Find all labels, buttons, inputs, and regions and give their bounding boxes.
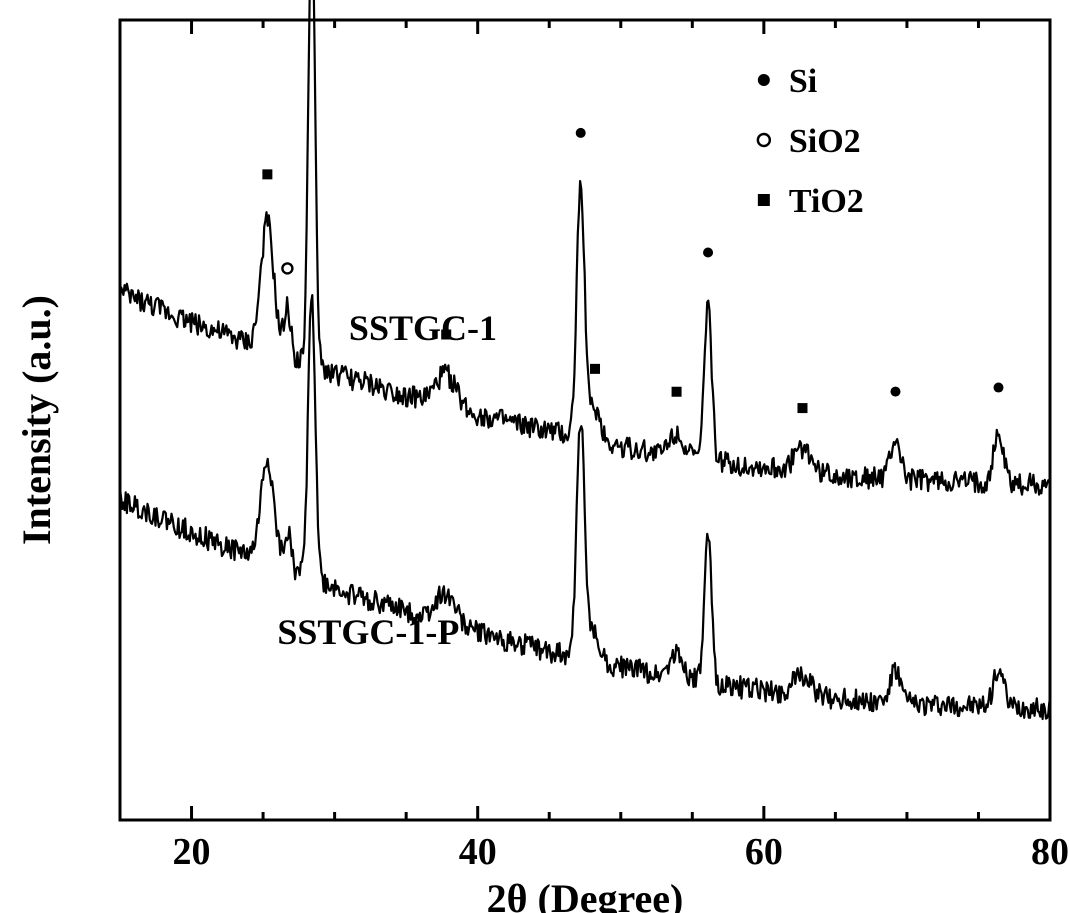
legend-label-2: TiO2 <box>789 183 864 220</box>
trace-label-upper: SSTGC-1 <box>349 308 497 348</box>
xrd-chart: SSTGC-1 SSTGC-1-P Si SiO2 TiO2 20 40 60 80 2θ (De… <box>0 0 1070 913</box>
xtick-40: 40 <box>459 831 497 873</box>
legend-label-0: Si <box>789 63 817 100</box>
trace-label-lower: SSTGC-1-P <box>277 612 459 652</box>
chart-svg: SSTGC-1 SSTGC-1-P Si SiO2 TiO2 20 40 60 80 2θ (De… <box>0 0 1070 913</box>
y-axis-label: Intensity (a.u.) <box>14 295 59 545</box>
xtick-60: 60 <box>745 831 783 873</box>
legend-label-1: SiO2 <box>789 123 861 160</box>
x-axis-label: 2θ (Degree) <box>487 876 684 913</box>
xtick-20: 20 <box>173 831 211 873</box>
xtick-80: 80 <box>1031 831 1069 873</box>
